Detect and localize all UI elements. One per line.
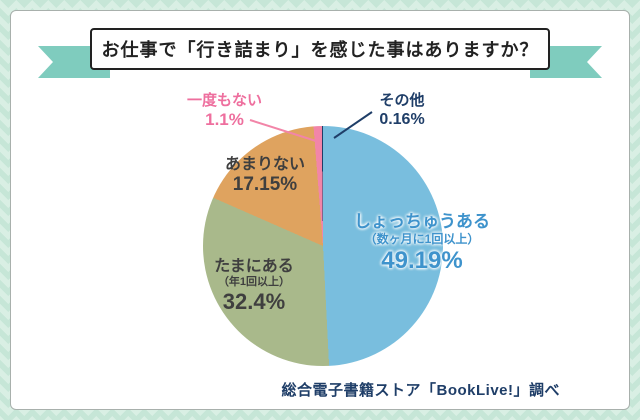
slice-label-often: しょっちゅうある （数ヶ月に1回以上） 49.19% xyxy=(340,212,504,276)
slice-label-sometimes: たまにある （年1回以上） 32.4% xyxy=(194,257,314,316)
slice-sublabel-often: （数ヶ月に1回以上） xyxy=(364,232,480,247)
pie-chart xyxy=(203,126,443,366)
slice-name-other: その他 xyxy=(379,92,425,109)
slice-pct-sometimes: 32.4% xyxy=(222,289,286,315)
slice-name-often: しょっちゅうある xyxy=(354,212,490,231)
slice-pct-never: 1.1% xyxy=(205,110,244,129)
slice-name-never: 一度もない xyxy=(186,92,262,109)
slice-name-sometimes: たまにある xyxy=(214,258,294,275)
slice-pct-other: 0.16% xyxy=(379,111,425,128)
slice-pct-rarely: 17.15% xyxy=(232,174,298,196)
slice-label-never: 一度もない 1.1% xyxy=(172,92,277,130)
source-credit: 総合電子書籍ストア「BookLive!」調べ xyxy=(281,382,560,399)
slice-sublabel-sometimes: （年1回以上） xyxy=(217,276,291,289)
slice-name-rarely: あまりない xyxy=(224,156,305,173)
page-title: お仕事で「行き詰まり」を感じた事はありますか？ xyxy=(101,40,539,60)
slice-label-other: その他 0.16% xyxy=(360,92,444,129)
title-banner: お仕事で「行き詰まり」を感じた事はありますか？ xyxy=(90,28,550,70)
slice-label-rarely: あまりない 17.15% xyxy=(206,155,324,197)
slice-pct-often: 49.19% xyxy=(381,246,463,274)
